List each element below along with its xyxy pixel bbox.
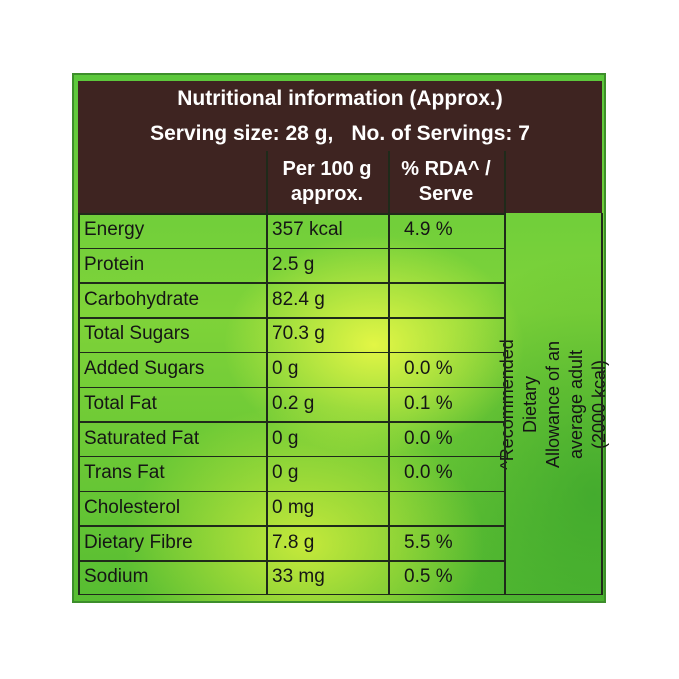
nutrient-per100: 0 mg bbox=[272, 496, 315, 518]
table-bottom-border bbox=[78, 593, 602, 596]
nutrient-rda bbox=[404, 491, 502, 526]
nutrient-per100: 0 g bbox=[272, 427, 299, 449]
nutrient-per100: 0 g bbox=[272, 462, 299, 484]
row-divider bbox=[78, 525, 504, 527]
row-divider bbox=[78, 490, 504, 493]
serving-size: Serving size: 28 g, bbox=[150, 122, 334, 145]
nutrient-per100: 70.3 g bbox=[272, 323, 325, 345]
nutrient-name: Dietary Fibre bbox=[84, 531, 193, 553]
row-divider bbox=[78, 213, 504, 215]
header-per100-line1: Per 100 g bbox=[282, 158, 372, 180]
nutrient-per100: 82.4 g bbox=[272, 288, 325, 310]
nutrient-name: Total Fat bbox=[84, 392, 157, 414]
nutrient-per100: 33 mg bbox=[272, 566, 325, 588]
row-divider bbox=[78, 455, 504, 458]
nutrient-per100: 7.8 g bbox=[272, 531, 315, 553]
rda-footnote-cell: ^Recommended Dietary Allowance of an ave… bbox=[497, 213, 609, 595]
nutrient-rda bbox=[404, 282, 502, 317]
col-divider bbox=[78, 213, 80, 595]
rda-footnote: ^Recommended Dietary Allowance of an ave… bbox=[496, 338, 609, 470]
header-per100-line2: approx. bbox=[290, 183, 364, 205]
nutrient-per100: 2.5 g bbox=[272, 254, 315, 276]
nutrient-rda bbox=[404, 317, 502, 352]
nutrient-name: Added Sugars bbox=[84, 358, 205, 380]
nutrient-name: Sodium bbox=[84, 566, 149, 588]
nutrition-panel: Nutritional information (Approx.) Servin… bbox=[72, 73, 609, 603]
nutrient-rda bbox=[404, 248, 502, 283]
row-divider bbox=[78, 386, 504, 388]
table-title: Nutritional information (Approx.) bbox=[78, 81, 602, 117]
nutrient-rda: 0.1 % bbox=[404, 392, 453, 414]
row-divider bbox=[78, 351, 504, 354]
col-divider bbox=[601, 213, 603, 595]
nutrient-name: Energy bbox=[84, 219, 145, 241]
nutrient-name: Saturated Fat bbox=[84, 427, 200, 449]
nutrient-name: Protein bbox=[84, 254, 145, 276]
header-rda: % RDA^ / Serve bbox=[388, 151, 504, 213]
nutrient-rda: 0.5 % bbox=[404, 566, 453, 588]
row-divider bbox=[78, 247, 504, 250]
row-divider bbox=[78, 421, 504, 423]
nutrient-per100: 0.2 g bbox=[272, 392, 315, 414]
nutrient-rda: 4.9 % bbox=[404, 219, 453, 241]
header-blank-cell bbox=[78, 151, 266, 213]
servings-count: No. of Servings: 7 bbox=[351, 122, 530, 145]
nutrient-name: Cholesterol bbox=[84, 496, 181, 518]
col-divider bbox=[388, 151, 390, 595]
serving-info: Serving size: 28 g, No. of Servings: 7 bbox=[78, 117, 602, 151]
nutrient-per100: 0 g bbox=[272, 358, 299, 380]
header-note-blank bbox=[504, 151, 602, 213]
nutrient-rda: 5.5 % bbox=[404, 531, 453, 553]
row-divider bbox=[78, 282, 504, 284]
nutrient-name: Trans Fat bbox=[84, 462, 165, 484]
header-rda-line2: Serve bbox=[418, 183, 474, 205]
nutrient-name: Total Sugars bbox=[84, 323, 190, 345]
header-rda-line1: % RDA^ / bbox=[401, 158, 491, 180]
nutrient-rda: 0.0 % bbox=[404, 462, 453, 484]
nutrient-per100: 357 kcal bbox=[272, 219, 343, 241]
row-divider bbox=[78, 560, 504, 562]
nutrient-name: Carbohydrate bbox=[84, 288, 200, 310]
header-per100: Per 100 g approx. bbox=[266, 151, 388, 213]
nutrient-rda: 0.0 % bbox=[404, 427, 453, 449]
col-divider bbox=[266, 151, 268, 595]
col-divider bbox=[504, 151, 506, 595]
nutrient-rda: 0.0 % bbox=[404, 358, 453, 380]
row-divider bbox=[78, 317, 504, 319]
